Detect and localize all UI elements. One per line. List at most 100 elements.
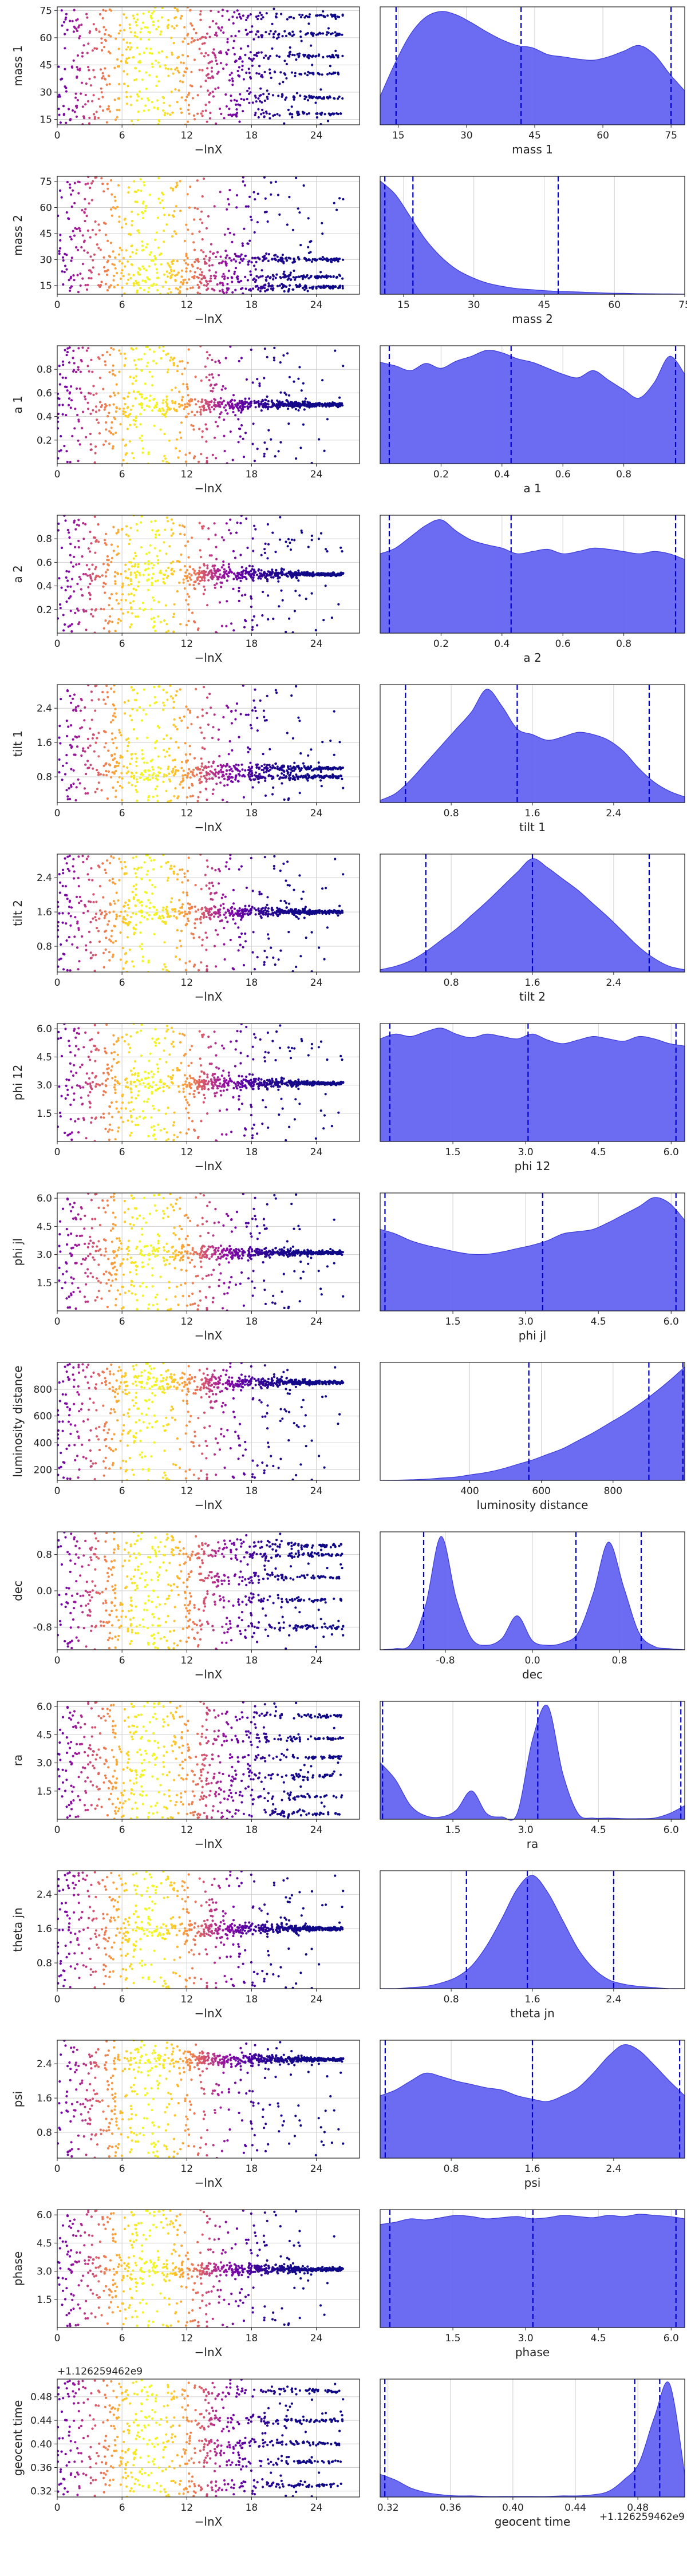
scatter-point bbox=[188, 452, 191, 455]
scatter-point bbox=[295, 773, 298, 776]
scatter-point bbox=[92, 409, 94, 412]
scatter-point bbox=[255, 72, 258, 75]
scatter-point bbox=[239, 579, 242, 582]
scatter-point bbox=[251, 256, 254, 259]
scatter-point bbox=[61, 24, 64, 27]
scatter-point bbox=[114, 737, 117, 740]
scatter-point bbox=[198, 428, 201, 430]
scatter-point bbox=[92, 23, 95, 26]
scatter-point bbox=[302, 112, 305, 115]
scatter-point bbox=[58, 450, 61, 453]
scatter-point bbox=[299, 30, 302, 33]
scatter-point bbox=[260, 574, 263, 577]
scatter-point bbox=[254, 112, 257, 114]
scatter-point bbox=[240, 424, 243, 427]
scatter-point bbox=[208, 26, 211, 29]
scatter-point bbox=[274, 551, 277, 554]
scatter-point bbox=[244, 576, 247, 579]
scatter-point bbox=[121, 262, 124, 265]
scatter-point bbox=[326, 55, 329, 58]
scatter-point bbox=[204, 109, 207, 112]
x-tick-label: 6 bbox=[119, 808, 125, 819]
scatter-point bbox=[180, 781, 183, 784]
scatter-point bbox=[164, 64, 167, 67]
scatter-point bbox=[275, 273, 278, 276]
scatter-point bbox=[211, 288, 214, 291]
scatter-point bbox=[175, 185, 177, 188]
scatter-point bbox=[132, 600, 135, 603]
scatter-point bbox=[203, 570, 206, 572]
scatter-point bbox=[154, 520, 157, 523]
scatter-point bbox=[198, 566, 202, 569]
scatter-point bbox=[231, 398, 234, 401]
scatter-point bbox=[86, 760, 89, 762]
scatter-point bbox=[92, 266, 94, 269]
scatter-point bbox=[267, 570, 270, 573]
scatter-point bbox=[107, 105, 110, 108]
scatter-point bbox=[88, 77, 91, 80]
scatter-point bbox=[67, 625, 70, 628]
scatter-point bbox=[339, 572, 342, 575]
scatter-point bbox=[102, 698, 105, 701]
scatter-point bbox=[291, 113, 294, 116]
scatter-point bbox=[69, 585, 72, 588]
scatter-point bbox=[72, 709, 75, 712]
scatter-point bbox=[240, 97, 243, 101]
scatter-plot-area bbox=[57, 685, 360, 803]
scatter-point bbox=[208, 264, 211, 267]
scatter-point bbox=[295, 92, 299, 94]
scatter-point bbox=[165, 576, 168, 579]
scatter-point bbox=[190, 424, 193, 426]
scatter-point bbox=[342, 197, 345, 201]
scatter-point bbox=[209, 77, 212, 80]
scatter-point bbox=[224, 256, 227, 259]
scatter-point bbox=[331, 773, 334, 776]
scatter-point bbox=[145, 276, 149, 279]
scatter-point bbox=[198, 286, 200, 289]
scatter-point bbox=[249, 215, 252, 218]
scatter-point bbox=[211, 264, 214, 267]
scatter-point bbox=[147, 578, 150, 581]
scatter-point bbox=[326, 418, 329, 421]
scatter-point bbox=[326, 766, 329, 769]
scatter-point bbox=[68, 870, 71, 872]
scatter-point bbox=[305, 598, 307, 600]
scatter-point bbox=[327, 27, 330, 30]
scatter-point bbox=[132, 557, 135, 560]
scatter-point bbox=[62, 364, 65, 366]
scatter-point bbox=[165, 906, 168, 908]
scatter-frame bbox=[57, 176, 360, 295]
scatter-point bbox=[211, 777, 214, 780]
scatter-point bbox=[252, 574, 255, 577]
scatter-point bbox=[193, 775, 196, 777]
scatter-point bbox=[243, 227, 246, 230]
scatter-point bbox=[237, 280, 240, 283]
scatter-point bbox=[60, 449, 62, 452]
scatter-point bbox=[175, 946, 178, 949]
scatter-point bbox=[135, 24, 138, 27]
scatter-point bbox=[157, 246, 160, 249]
scatter-point bbox=[177, 769, 180, 772]
scatter-point bbox=[277, 768, 280, 771]
x-tick-label: 0.8 bbox=[444, 808, 459, 819]
scatter-point bbox=[129, 255, 132, 258]
scatter-point bbox=[84, 573, 87, 576]
scatter-point bbox=[238, 66, 240, 69]
scatter-point bbox=[226, 462, 228, 464]
scatter-point bbox=[206, 282, 210, 285]
scatter-point bbox=[162, 573, 165, 576]
scatter-point bbox=[84, 183, 87, 185]
scatter-point bbox=[73, 555, 76, 558]
scatter-point bbox=[60, 9, 63, 12]
scatter-point bbox=[189, 709, 192, 712]
scatter-point bbox=[89, 744, 92, 747]
scatter-point bbox=[165, 395, 168, 398]
scatter-point bbox=[244, 287, 247, 290]
scatter-point bbox=[244, 400, 247, 403]
scatter-point bbox=[293, 572, 296, 575]
scatter-point bbox=[259, 87, 262, 90]
scatter-point bbox=[281, 93, 284, 96]
scatter-point bbox=[78, 230, 82, 232]
scatter-point bbox=[238, 13, 240, 15]
scatter-point bbox=[310, 539, 313, 542]
